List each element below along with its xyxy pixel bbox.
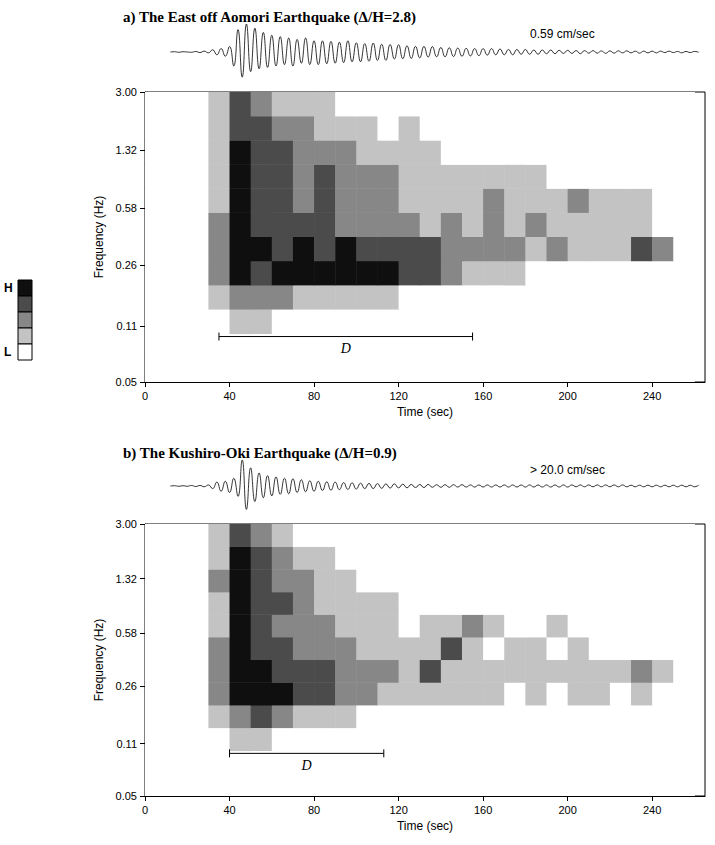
svg-text:0: 0 xyxy=(142,390,148,402)
svg-text:b) The Kushiro-Oki Earthquake: b) The Kushiro-Oki Earthquake (Δ/H=0.9) xyxy=(123,445,397,462)
svg-text:0.58: 0.58 xyxy=(116,627,137,639)
svg-text:0.05: 0.05 xyxy=(116,376,137,388)
svg-text:3.00: 3.00 xyxy=(116,518,137,530)
svg-text:240: 240 xyxy=(643,804,661,816)
svg-text:120: 120 xyxy=(389,390,407,402)
svg-text:H: H xyxy=(4,281,13,295)
svg-text:160: 160 xyxy=(474,390,492,402)
svg-text:> 20.0 cm/sec: > 20.0 cm/sec xyxy=(530,463,605,477)
svg-text:1.32: 1.32 xyxy=(116,573,137,585)
svg-text:40: 40 xyxy=(223,804,235,816)
svg-text:D: D xyxy=(301,758,312,773)
svg-text:Frequency (Hz): Frequency (Hz) xyxy=(92,196,106,279)
svg-text:a) The East off Aomori Earthqu: a) The East off Aomori Earthquake (Δ/H=2… xyxy=(123,9,416,26)
svg-text:200: 200 xyxy=(558,804,576,816)
svg-text:0.11: 0.11 xyxy=(116,320,137,332)
svg-text:80: 80 xyxy=(308,390,320,402)
svg-text:0: 0 xyxy=(142,804,148,816)
svg-text:240: 240 xyxy=(643,390,661,402)
svg-text:160: 160 xyxy=(474,804,492,816)
svg-text:0.26: 0.26 xyxy=(116,680,137,692)
svg-text:200: 200 xyxy=(558,390,576,402)
svg-text:0.26: 0.26 xyxy=(116,259,137,271)
svg-text:0.58: 0.58 xyxy=(116,202,137,214)
svg-text:D: D xyxy=(340,341,351,356)
svg-text:40: 40 xyxy=(223,390,235,402)
svg-text:1.32: 1.32 xyxy=(116,144,137,156)
svg-text:0.59 cm/sec: 0.59 cm/sec xyxy=(530,27,595,41)
svg-text:120: 120 xyxy=(389,804,407,816)
svg-text:Frequency (Hz): Frequency (Hz) xyxy=(92,619,106,702)
svg-text:Time (sec): Time (sec) xyxy=(397,405,453,419)
svg-text:L: L xyxy=(4,345,11,359)
svg-text:Time (sec): Time (sec) xyxy=(397,819,453,833)
svg-text:3.00: 3.00 xyxy=(116,86,137,98)
svg-text:80: 80 xyxy=(308,804,320,816)
svg-text:0.11: 0.11 xyxy=(116,738,137,750)
svg-text:0.05: 0.05 xyxy=(116,790,137,802)
